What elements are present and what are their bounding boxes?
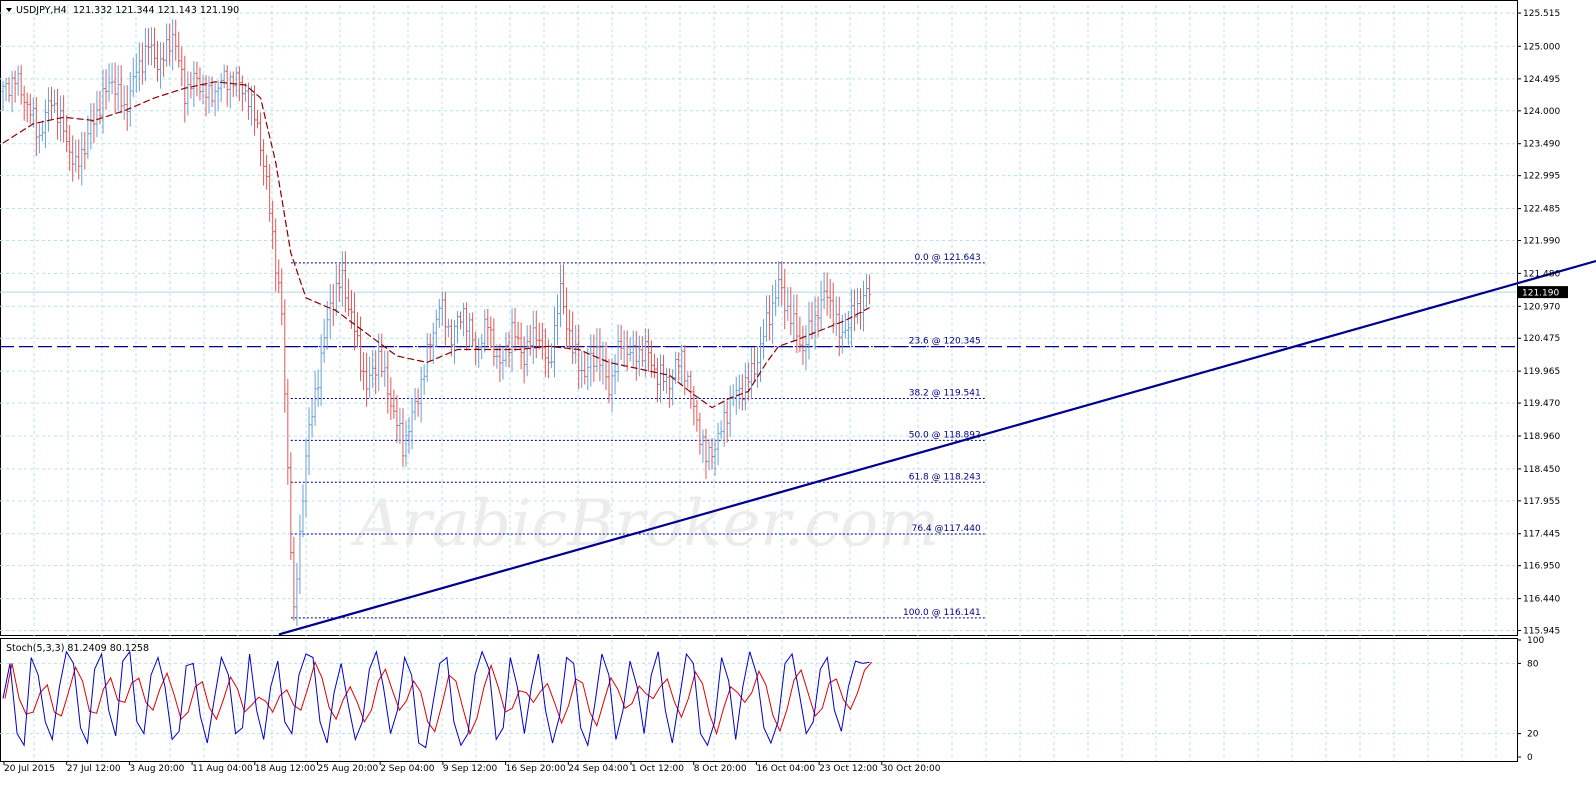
price-tick-label: 122.995 xyxy=(1523,172,1560,182)
main-frame xyxy=(0,0,1518,636)
price-tick-label: 119.470 xyxy=(1523,399,1560,409)
price-tick-label: 120.475 xyxy=(1523,334,1560,344)
price-tick-label: 122.485 xyxy=(1523,205,1560,215)
time-tick-label: 1 Oct 12:00 xyxy=(631,764,684,774)
price-tick-label: 123.490 xyxy=(1523,140,1560,150)
watermark: ArabicBroker.com xyxy=(350,487,939,561)
fib-label: 50.0 @ 118.892 xyxy=(909,430,981,440)
chart-ohlc: 121.332 121.344 121.143 121.190 xyxy=(73,5,239,16)
fib-label: 100.0 @ 116.141 xyxy=(903,608,981,618)
time-tick-label: 20 Jul 2015 xyxy=(4,764,55,774)
price-tick-label: 115.945 xyxy=(1523,627,1560,637)
stoch-tick-label: 0 xyxy=(1527,753,1533,763)
stoch-signal-line xyxy=(4,660,872,736)
stoch-tick-label: 20 xyxy=(1527,730,1539,740)
price-tick-label: 125.000 xyxy=(1523,42,1560,52)
moving-average xyxy=(2,81,870,409)
price-tick-label: 116.440 xyxy=(1523,595,1560,605)
candles xyxy=(1,19,872,627)
trendline xyxy=(278,259,1596,636)
price-tick-label: 117.955 xyxy=(1523,497,1560,507)
stoch-title: Stoch(5,3,3) 81.2409 80.1258 xyxy=(6,643,149,654)
price-tick-label: 121.480 xyxy=(1523,269,1560,279)
fibonacci-levels: 0.0 @ 121.643 23.6 @ 120.345 38.2 @ 119.54… xyxy=(290,253,985,619)
time-tick-label: 16 Oct 04:00 xyxy=(756,764,815,774)
price-tick-label: 118.960 xyxy=(1523,432,1560,442)
stoch-main-line xyxy=(2,649,870,749)
stoch-tick-label: 80 xyxy=(1527,659,1539,669)
price-tick-label: 119.965 xyxy=(1523,367,1560,377)
price-tick-label: 125.515 xyxy=(1523,9,1560,19)
time-tick-label: 23 Oct 12:00 xyxy=(819,764,878,774)
time-tick-label: 16 Sep 20:00 xyxy=(506,764,566,774)
stoch-tick-label: 100 xyxy=(1527,636,1544,646)
chart-symbol: USDJPY,H4 xyxy=(16,5,67,16)
dropdown-arrow-icon xyxy=(6,8,12,12)
time-tick-label: 24 Sep 04:00 xyxy=(568,764,628,774)
ma-path xyxy=(2,81,870,409)
time-tick-label: 11 Aug 04:00 xyxy=(192,764,253,774)
time-tick-label: 2 Sep 04:00 xyxy=(380,764,435,774)
axes: 125.515 125.000 124.495 124.000 123.490 122.9… xyxy=(3,9,1568,774)
stochastic-oscillator: Stoch(5,3,3) 81.2409 80.1258 xyxy=(2,643,872,749)
price-tick-label: 121.990 xyxy=(1523,236,1560,246)
fib-label: 0.0 @ 121.643 xyxy=(914,253,980,263)
price-tick-label: 124.000 xyxy=(1523,107,1560,117)
time-tick-label: 27 Jul 12:00 xyxy=(67,764,121,774)
time-tick-label: 25 Aug 20:00 xyxy=(318,764,379,774)
chart-grid xyxy=(0,0,1518,762)
fib-label: 61.8 @ 118.243 xyxy=(909,472,981,482)
price-tick-label: 124.495 xyxy=(1523,75,1560,85)
time-tick-label: 30 Oct 20:00 xyxy=(882,764,941,774)
time-tick-label: 9 Sep 12:00 xyxy=(443,764,498,774)
stoch-frame xyxy=(0,638,1518,762)
current-price-badge xyxy=(1518,286,1568,299)
time-tick-label: 8 Oct 20:00 xyxy=(694,764,747,774)
current-price-label: 121.190 xyxy=(1522,289,1559,299)
fib-label: 23.6 @ 120.345 xyxy=(909,337,981,347)
support-trendline xyxy=(278,259,1596,636)
price-tick-label: 118.450 xyxy=(1523,465,1560,475)
price-tick-label: 117.445 xyxy=(1523,530,1560,540)
time-tick-label: 18 Aug 12:00 xyxy=(255,764,316,774)
chart-header: USDJPY,H4 121.332 121.344 121.143 121.190 xyxy=(6,5,239,16)
fib-label: 76.4 @117.440 xyxy=(912,524,981,534)
fib-label: 38.2 @ 119.541 xyxy=(909,389,981,399)
price-tick-label: 120.970 xyxy=(1523,302,1560,312)
price-tick-label: 116.950 xyxy=(1523,562,1560,572)
time-tick-label: 3 Aug 20:00 xyxy=(129,764,184,774)
